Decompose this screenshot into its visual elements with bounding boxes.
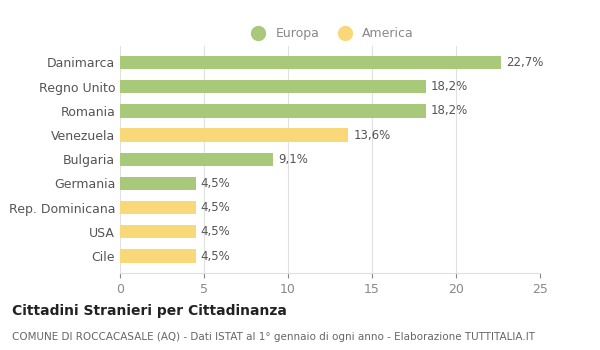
Text: 13,6%: 13,6% (353, 128, 391, 141)
Bar (120, 80, 426, 93)
Bar (120, 249, 196, 262)
Bar (120, 56, 502, 69)
Text: 18,2%: 18,2% (431, 80, 468, 93)
Text: COMUNE DI ROCCACASALE (AQ) - Dati ISTAT al 1° gennaio di ogni anno - Elaborazion: COMUNE DI ROCCACASALE (AQ) - Dati ISTAT … (12, 331, 535, 342)
Text: 4,5%: 4,5% (200, 201, 230, 214)
Bar (120, 225, 196, 238)
Text: 18,2%: 18,2% (431, 104, 468, 117)
Bar (120, 128, 349, 142)
Text: 4,5%: 4,5% (200, 225, 230, 238)
Text: Cittadini Stranieri per Cittadinanza: Cittadini Stranieri per Cittadinanza (12, 304, 287, 318)
Text: 9,1%: 9,1% (278, 153, 308, 166)
Text: 4,5%: 4,5% (200, 177, 230, 190)
Bar (120, 153, 273, 166)
Text: 22,7%: 22,7% (506, 56, 544, 69)
Bar (120, 177, 196, 190)
Legend: Europa, America: Europa, America (241, 22, 419, 45)
Text: 4,5%: 4,5% (200, 250, 230, 262)
Bar (120, 104, 426, 118)
Bar (120, 201, 196, 214)
